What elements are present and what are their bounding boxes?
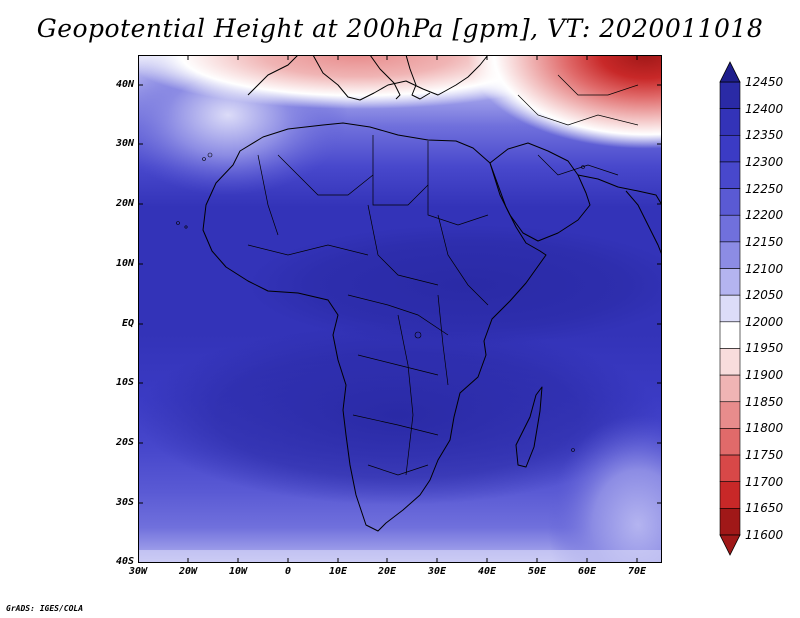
colorbar-label: 11850 bbox=[745, 394, 784, 409]
height-field-asia-trough bbox=[338, 55, 662, 225]
lon-label-30w: 30W bbox=[128, 566, 148, 577]
colorbar-cell bbox=[719, 374, 741, 403]
colorbar-cell bbox=[719, 321, 741, 349]
colorbar-cell bbox=[719, 481, 741, 509]
india-coast bbox=[625, 190, 662, 256]
lon-label-10e: 10E bbox=[328, 566, 348, 577]
country-borders bbox=[247, 74, 639, 476]
lon-label-30e: 30E bbox=[427, 566, 447, 577]
lon-label-10w: 10W bbox=[228, 566, 248, 577]
italy-coast bbox=[369, 55, 401, 100]
colorbar-cell bbox=[719, 348, 741, 376]
colorbar-label: 11950 bbox=[745, 341, 784, 356]
lon-label-50e: 50E bbox=[527, 566, 547, 577]
arabian-peninsula-coast bbox=[489, 142, 591, 242]
madagascar-coast bbox=[515, 386, 543, 468]
grads-credit: GrADS: IGES/COLA bbox=[6, 604, 84, 613]
axis-ticks bbox=[138, 55, 662, 563]
colorbar bbox=[719, 61, 741, 556]
africa-coast bbox=[202, 122, 547, 532]
colorbar-bottom-arrow bbox=[719, 534, 741, 556]
lon-label-0: 0 bbox=[284, 566, 292, 577]
lon-label-40e: 40E bbox=[477, 566, 497, 577]
colorbar-label: 12400 bbox=[745, 101, 784, 116]
colorbar-label: 12000 bbox=[745, 314, 784, 329]
lat-label-40s: 40S bbox=[115, 556, 134, 567]
lat-label-30s: 30S bbox=[115, 497, 134, 508]
colorbar-label: 11900 bbox=[745, 368, 784, 383]
height-field-south-high bbox=[138, 325, 658, 505]
lon-label-70e: 70E bbox=[627, 566, 647, 577]
height-field-se-trough bbox=[548, 415, 662, 563]
colorbar-cell bbox=[719, 294, 741, 323]
colorbar-cell bbox=[719, 241, 741, 269]
lat-label-30n: 30N bbox=[115, 138, 134, 149]
lon-label-20w: 20W bbox=[178, 566, 198, 577]
colorbar-label: 11800 bbox=[745, 421, 784, 436]
colorbar-label: 11600 bbox=[745, 528, 784, 542]
colorbar-cell bbox=[719, 428, 741, 456]
colorbar-cell bbox=[719, 214, 741, 243]
colorbar-label: 12050 bbox=[745, 288, 784, 303]
lon-label-60e: 60E bbox=[577, 566, 597, 577]
colorbar-top-arrow bbox=[719, 61, 741, 83]
colorbar-cell bbox=[719, 454, 741, 483]
lon-label-20e: 20E bbox=[377, 566, 397, 577]
colorbar-cell bbox=[719, 134, 741, 163]
europe-coast bbox=[247, 55, 489, 101]
colorbar-cell bbox=[719, 81, 741, 109]
colorbar-label: 12150 bbox=[745, 234, 784, 249]
lat-label-10s: 10S bbox=[115, 377, 134, 388]
lat-label-40n: 40N bbox=[115, 79, 134, 90]
colorbar-label: 12350 bbox=[745, 128, 784, 143]
colorbar-cell bbox=[719, 268, 741, 296]
map-panel bbox=[138, 55, 662, 563]
map-border bbox=[138, 55, 662, 563]
colorbar-label: 11700 bbox=[745, 474, 784, 489]
colorbar-cell bbox=[719, 161, 741, 189]
colorbar-cell bbox=[719, 188, 741, 216]
colorbar-label: 12200 bbox=[745, 208, 784, 223]
colorbar-label: 12450 bbox=[745, 75, 784, 89]
lat-label-20s: 20S bbox=[115, 437, 134, 448]
colorbar-cells bbox=[719, 81, 741, 536]
colorbar-label: 11750 bbox=[745, 448, 784, 463]
lat-label-20n: 20N bbox=[115, 198, 134, 209]
colorbar-label: 11650 bbox=[745, 501, 784, 516]
height-field-south-edge bbox=[138, 550, 662, 563]
colorbar-cell bbox=[719, 508, 741, 536]
asia-coast bbox=[577, 174, 662, 206]
island-outlines bbox=[176, 152, 585, 452]
colorbar-label: 12100 bbox=[745, 261, 784, 276]
geopotential-map bbox=[138, 55, 662, 563]
colorbar-label: 12250 bbox=[745, 181, 784, 196]
lat-label-10n: 10N bbox=[115, 258, 134, 269]
coastlines bbox=[202, 55, 662, 532]
balkans-greece-coast bbox=[405, 55, 431, 100]
lat-label-eq: EQ bbox=[121, 318, 134, 329]
height-field-equator-high bbox=[248, 225, 662, 345]
map-title: Geopotential Height at 200hPa [gpm], VT:… bbox=[36, 14, 764, 43]
colorbar-label: 12300 bbox=[745, 154, 784, 169]
colorbar-cell bbox=[719, 108, 741, 136]
colorbar-cell bbox=[719, 401, 741, 429]
